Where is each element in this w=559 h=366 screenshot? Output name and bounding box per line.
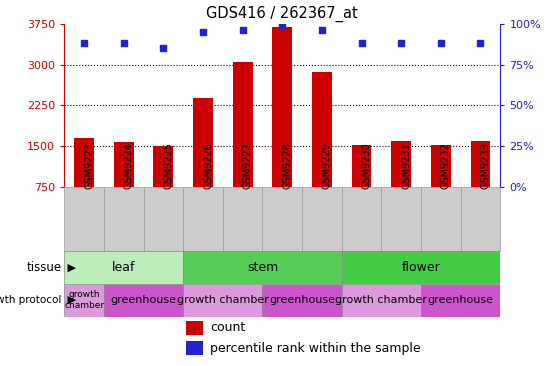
Text: GSM9228: GSM9228 bbox=[282, 142, 292, 188]
Text: greenhouse: greenhouse bbox=[269, 295, 335, 305]
Text: ▶: ▶ bbox=[64, 295, 75, 305]
Bar bbox=[263, 187, 302, 251]
Bar bbox=[342, 187, 381, 251]
Bar bbox=[186, 321, 203, 335]
Text: GSM9232: GSM9232 bbox=[441, 142, 451, 188]
Bar bbox=[342, 284, 421, 317]
Bar bbox=[381, 187, 421, 251]
Bar bbox=[233, 62, 253, 187]
Bar bbox=[64, 251, 183, 284]
Point bbox=[238, 27, 247, 33]
Point bbox=[397, 40, 406, 46]
Text: greenhouse: greenhouse bbox=[428, 295, 494, 305]
Text: GSM9233: GSM9233 bbox=[481, 142, 490, 188]
Bar bbox=[223, 187, 263, 251]
Bar bbox=[104, 284, 183, 317]
Text: stem: stem bbox=[247, 261, 278, 274]
Text: growth protocol: growth protocol bbox=[0, 295, 61, 305]
Point bbox=[79, 40, 88, 46]
Text: GSM9227: GSM9227 bbox=[243, 142, 253, 188]
Bar bbox=[183, 251, 342, 284]
Bar bbox=[64, 187, 104, 251]
Text: ▶: ▶ bbox=[64, 262, 75, 272]
Text: growth chamber: growth chamber bbox=[177, 295, 269, 305]
Text: GSM9231: GSM9231 bbox=[401, 142, 411, 188]
Bar bbox=[352, 145, 372, 187]
Point bbox=[357, 40, 366, 46]
Bar bbox=[391, 141, 411, 187]
Bar bbox=[263, 284, 342, 317]
Point bbox=[198, 29, 207, 35]
Text: GSM9223: GSM9223 bbox=[84, 142, 94, 188]
Bar bbox=[461, 187, 500, 251]
Text: count: count bbox=[210, 321, 245, 335]
Bar bbox=[183, 187, 223, 251]
Bar bbox=[342, 251, 500, 284]
Text: greenhouse: greenhouse bbox=[111, 295, 177, 305]
Text: flower: flower bbox=[402, 261, 440, 274]
Text: growth
chamber: growth chamber bbox=[64, 290, 104, 310]
Bar bbox=[272, 26, 292, 187]
Text: GSM9229: GSM9229 bbox=[322, 142, 332, 188]
Text: percentile rank within the sample: percentile rank within the sample bbox=[210, 341, 421, 355]
Bar bbox=[421, 187, 461, 251]
Point bbox=[318, 27, 326, 33]
Bar bbox=[193, 98, 213, 187]
Bar bbox=[144, 187, 183, 251]
Text: GSM9225: GSM9225 bbox=[163, 142, 173, 188]
Bar bbox=[302, 187, 342, 251]
Bar bbox=[431, 145, 451, 187]
Text: tissue: tissue bbox=[26, 261, 61, 274]
Bar bbox=[312, 72, 332, 187]
Bar bbox=[154, 146, 173, 187]
Text: leaf: leaf bbox=[112, 261, 135, 274]
Bar bbox=[183, 284, 263, 317]
Text: GSM9226: GSM9226 bbox=[203, 142, 213, 188]
Bar bbox=[64, 284, 104, 317]
Bar bbox=[104, 187, 144, 251]
Text: GSM9230: GSM9230 bbox=[362, 142, 372, 188]
Bar bbox=[471, 141, 490, 187]
Title: GDS416 / 262367_at: GDS416 / 262367_at bbox=[206, 6, 358, 22]
Point bbox=[159, 45, 168, 51]
Bar bbox=[74, 138, 94, 187]
Bar bbox=[186, 341, 203, 355]
Point bbox=[437, 40, 446, 46]
Bar bbox=[421, 284, 500, 317]
Point bbox=[278, 22, 287, 28]
Point bbox=[119, 40, 128, 46]
Bar bbox=[114, 142, 134, 187]
Point bbox=[476, 40, 485, 46]
Text: GSM9224: GSM9224 bbox=[124, 142, 134, 188]
Text: growth chamber: growth chamber bbox=[335, 295, 427, 305]
